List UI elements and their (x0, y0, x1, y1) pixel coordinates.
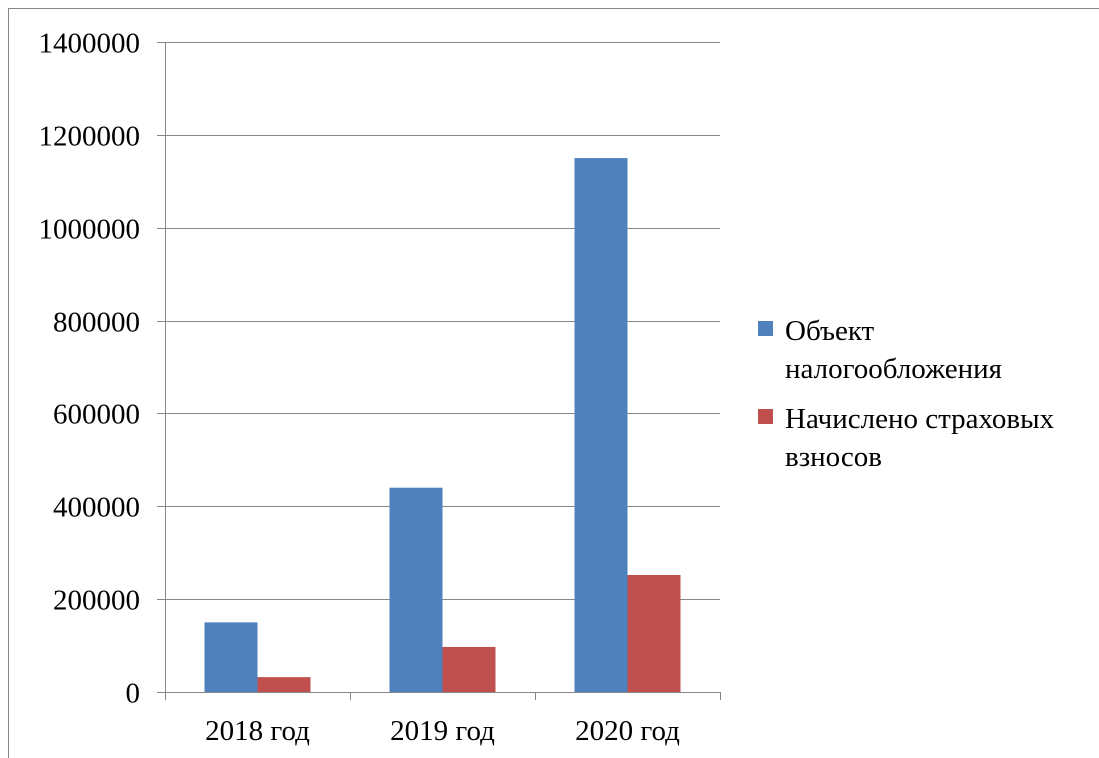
legend-label-line: Объект (785, 315, 875, 347)
legend-label-line: взносов (785, 441, 882, 473)
bar-series-1-2 (389, 487, 443, 692)
x-axis-tick-labels: 2018 год 2019 год 2020 год (205, 715, 680, 747)
x-tick-label: 2019 год (390, 715, 495, 747)
y-tick-label: 1200000 (39, 121, 141, 153)
y-tick-label: 600000 (53, 399, 140, 431)
y-axis-tick-labels: 0 200000 400000 600000 800000 1000000 1200000 1… (39, 28, 141, 710)
bar-series-2-1 (257, 677, 311, 692)
legend-label-line: налогообложения (785, 353, 1002, 385)
bars (204, 158, 681, 693)
legend-label: Объект налогообложения (785, 315, 1002, 385)
bar-series-2-3 (627, 575, 681, 692)
y-tick-label: 400000 (53, 492, 140, 524)
y-tick-label: 200000 (53, 585, 140, 617)
legend-swatch (758, 321, 773, 336)
x-tick-label: 2020 год (575, 715, 680, 747)
bar-series-2-2 (442, 646, 496, 692)
bar-series-1-3 (574, 158, 628, 693)
y-tick-label: 0 (126, 678, 141, 710)
x-tick-label: 2018 год (205, 715, 310, 747)
y-tick-label: 800000 (53, 307, 140, 339)
legend-label-line: Начислено страховых (785, 403, 1055, 435)
y-tick-label: 1400000 (39, 28, 141, 60)
chart-frame (8, 8, 1099, 758)
bar-series-1-1 (204, 622, 258, 692)
axes (157, 42, 721, 700)
y-tick-label: 1000000 (39, 214, 141, 246)
legend-label: Начислено страховых взносов (785, 403, 1055, 473)
legend-swatch (758, 409, 773, 424)
legend: Объект налогообложения Начислено страховых… (758, 315, 1055, 473)
